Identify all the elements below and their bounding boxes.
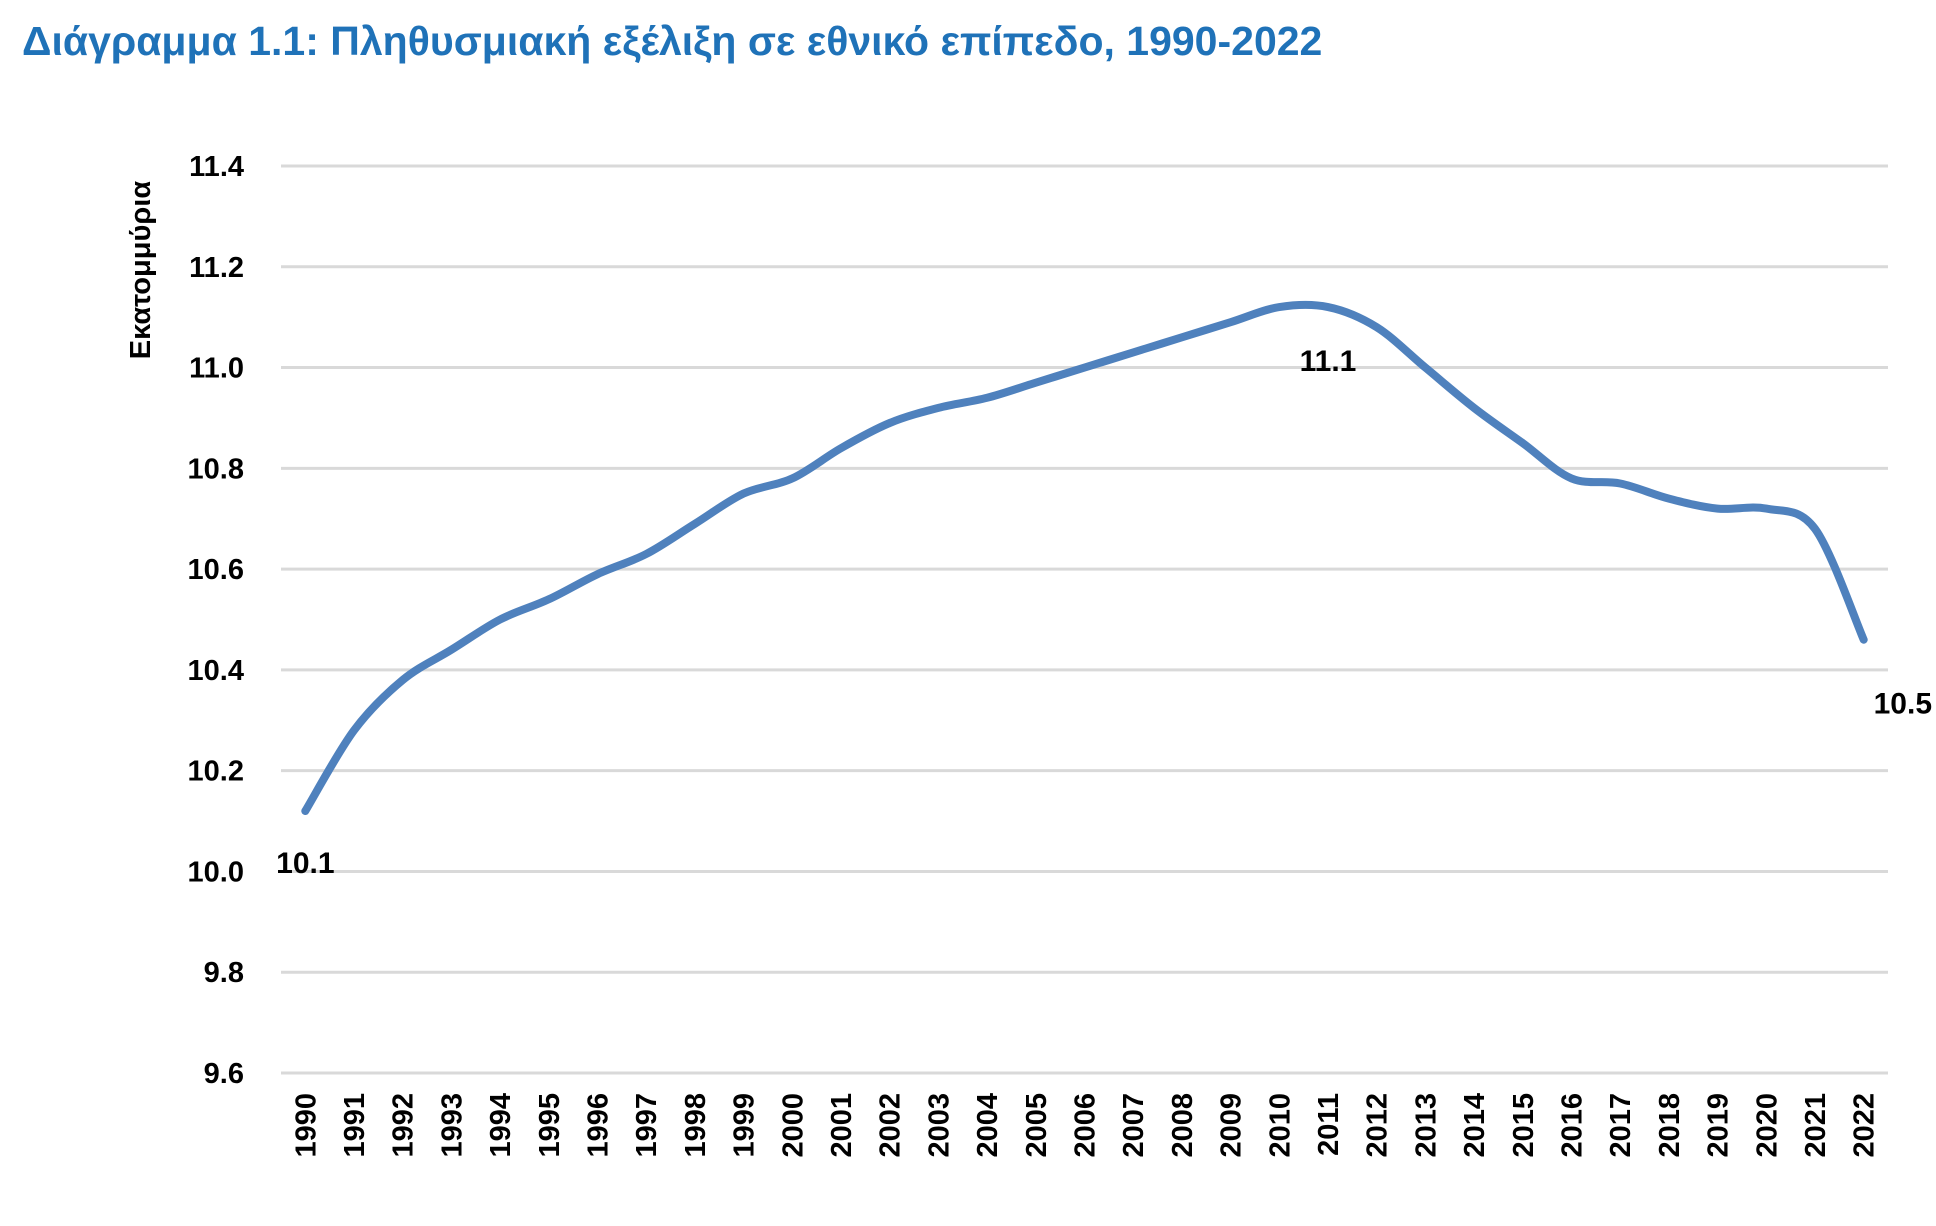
x-tick-label: 2021: [1800, 1093, 1832, 1158]
y-axis-title: Εκατομμύρια: [125, 181, 157, 360]
data-label-2022: 10.5: [1874, 688, 1932, 721]
x-tick-label: 2002: [875, 1093, 907, 1158]
y-axis-ticks: 9.6 9.8 10.0 10.2 10.4 10.6 10.8 11.0 11.2 11.4: [188, 151, 244, 1090]
x-tick-label: 1992: [388, 1093, 420, 1158]
series-line-0: [301, 300, 1868, 815]
x-tick-label: 2016: [1556, 1093, 1588, 1158]
x-tick-label: 2017: [1605, 1093, 1637, 1158]
x-tick-label: 2014: [1459, 1093, 1491, 1158]
x-tick-label: 2007: [1118, 1093, 1150, 1158]
chart-title: Διάγραμμα 1.1: Πληθυσμιακή εξέλιξη σε εθ…: [22, 18, 1323, 64]
x-tick-label: 2013: [1410, 1093, 1442, 1158]
y-tick-label: 11.4: [189, 151, 244, 183]
series-group: [301, 300, 1868, 815]
x-tick-label: 1995: [534, 1093, 566, 1158]
x-axis-ticks: 1990 1991 1992 1993 1994 1995 1996 1997 1998 1999…: [290, 1093, 1880, 1158]
x-tick-label: 1997: [631, 1093, 663, 1158]
gridlines: [281, 164, 1888, 1075]
y-tick-label: 9.6: [204, 1058, 244, 1090]
x-tick-label: 2015: [1508, 1093, 1540, 1158]
data-label-1990: 10.1: [276, 847, 334, 880]
x-tick-label: 2020: [1751, 1093, 1783, 1158]
x-tick-label: 1999: [729, 1093, 761, 1158]
y-tick-label: 11.2: [189, 252, 244, 284]
x-tick-label: 2008: [1167, 1093, 1199, 1158]
x-tick-label: 2009: [1216, 1093, 1248, 1158]
x-tick-label: 2003: [923, 1093, 955, 1158]
x-tick-label: 2022: [1849, 1093, 1881, 1158]
x-tick-label: 2011: [1313, 1093, 1345, 1156]
x-tick-label: 1990: [290, 1093, 322, 1158]
y-tick-label: 10.0: [188, 856, 244, 888]
y-tick-label: 10.8: [188, 453, 244, 485]
x-tick-label: 2000: [777, 1093, 809, 1158]
y-tick-label: 10.6: [188, 554, 244, 586]
x-tick-label: 1996: [583, 1093, 615, 1158]
x-tick-label: 2018: [1654, 1093, 1686, 1158]
x-tick-label: 2004: [972, 1093, 1004, 1158]
data-label-2011: 11.1: [1300, 345, 1357, 378]
x-tick-label: 2010: [1264, 1093, 1296, 1158]
x-tick-label: 2001: [826, 1093, 858, 1158]
x-tick-label: 2019: [1703, 1093, 1735, 1158]
y-tick-label: 10.4: [188, 655, 244, 687]
x-tick-label: 1994: [485, 1093, 517, 1158]
x-tick-label: 1991: [339, 1093, 371, 1158]
x-tick-label: 2006: [1070, 1093, 1102, 1158]
x-tick-label: 1998: [680, 1093, 712, 1158]
y-tick-label: 11.0: [189, 353, 244, 385]
x-tick-label: 2005: [1021, 1093, 1053, 1158]
y-tick-label: 10.2: [188, 756, 244, 788]
x-tick-label: 1993: [436, 1093, 468, 1158]
data-labels: 10.1 11.1 10.5: [276, 345, 1932, 880]
y-tick-label: 9.8: [204, 957, 244, 989]
x-tick-label: 2012: [1362, 1093, 1394, 1158]
